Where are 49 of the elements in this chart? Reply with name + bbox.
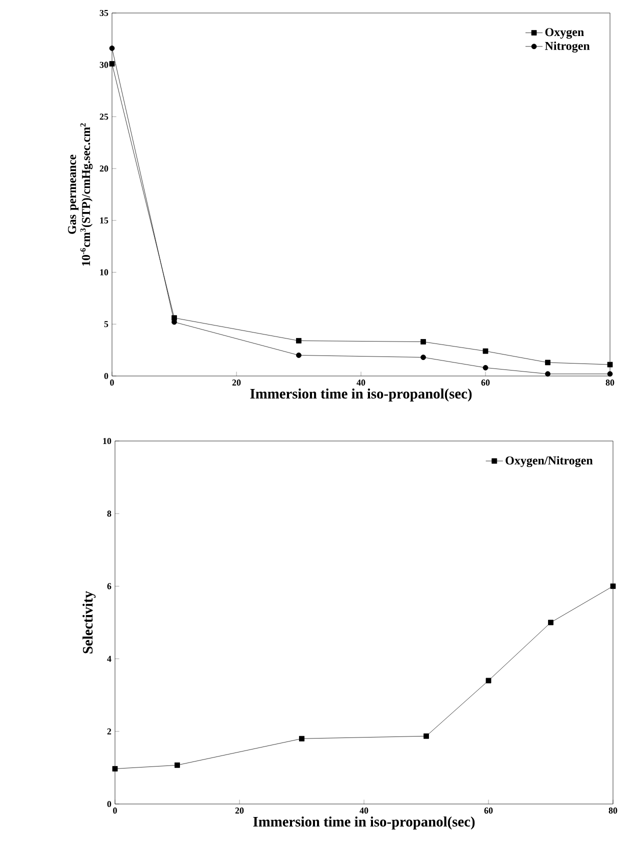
- y-tick-label: 30: [100, 62, 108, 68]
- point: [610, 584, 616, 589]
- y-tick-label: 15: [100, 217, 108, 224]
- x-tick-label: 80: [606, 380, 614, 386]
- point: [174, 762, 180, 768]
- point: [486, 678, 492, 684]
- text: Gas permeance 10$^{-6}$cm$^{3}$(STP)/cmHg.sec.cm$^{2}$: [68, 123, 93, 266]
- legend-label: Oxygen/Nitrogen: [506, 456, 593, 468]
- x-tick-label: 40: [356, 380, 366, 386]
- point: [482, 365, 488, 370]
- point: [482, 348, 488, 354]
- x-tick-label: 80: [608, 808, 618, 814]
- y-tick-label: 10: [100, 269, 108, 276]
- x-tick-label: 60: [481, 380, 490, 386]
- y-tick-label: 6: [107, 583, 112, 590]
- point: [420, 339, 426, 344]
- point: [545, 371, 551, 377]
- y-tick-label: 4: [107, 656, 112, 662]
- point: [109, 46, 115, 51]
- x-tick-label: 60: [484, 808, 493, 814]
- x-tick-label: 20: [232, 380, 241, 386]
- point: [296, 352, 302, 358]
- x-axis-title: Immersion time in iso-propanol(sec): [250, 388, 472, 402]
- x-tick-label: 20: [235, 808, 244, 814]
- point: [424, 733, 430, 739]
- point: [112, 766, 118, 772]
- point: [545, 360, 551, 366]
- point: [607, 371, 613, 377]
- point: [607, 362, 613, 368]
- y-tick-label: 0: [104, 372, 108, 380]
- x-tick-label: 0: [113, 808, 117, 814]
- point: [420, 354, 426, 360]
- x-tick-label: 40: [360, 808, 368, 814]
- y-axis-title: Selectivity: [82, 591, 96, 654]
- y-tick-label: 35: [100, 10, 108, 16]
- y-tick-label: 8: [107, 510, 112, 517]
- point: [296, 338, 302, 344]
- legend-label: Nitrogen: [545, 42, 590, 52]
- point: [299, 736, 305, 742]
- point: [109, 61, 115, 67]
- y-tick-label: 25: [100, 114, 108, 120]
- y-tick-label: 10: [103, 438, 112, 444]
- y-tick-label: 0: [107, 800, 112, 808]
- point: [548, 620, 554, 626]
- y-tick-label: 5: [104, 321, 108, 328]
- x-axis-title: Immersion time in iso-propanol(sec): [253, 816, 475, 830]
- y-tick-label: 20: [100, 166, 108, 172]
- y-tick-label: 2: [107, 728, 112, 734]
- legend-label: Oxygen: [545, 28, 584, 39]
